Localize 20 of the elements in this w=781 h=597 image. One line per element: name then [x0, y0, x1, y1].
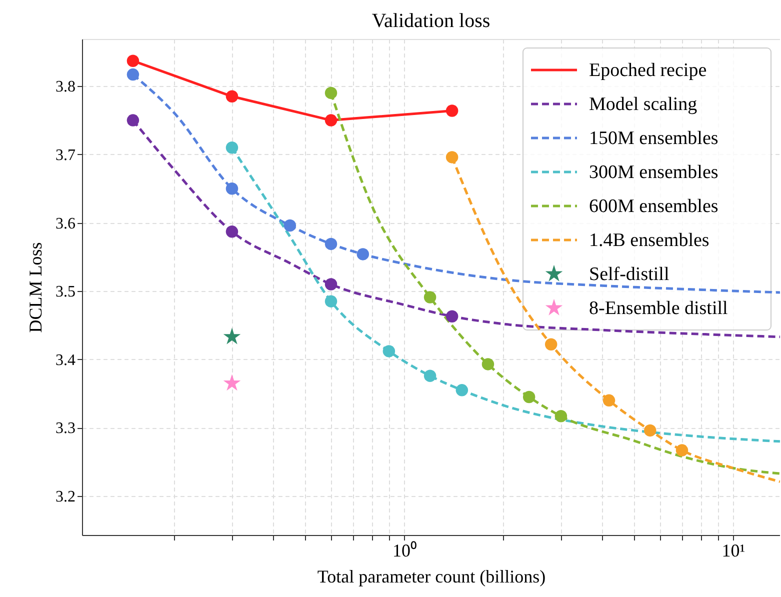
y-tick-label: 3.8: [56, 78, 76, 96]
x-tick-label: 10¹: [722, 540, 746, 560]
y-tick-label: 3.4: [56, 352, 76, 369]
legend-label: 600M ensembles: [589, 196, 718, 217]
y-axis-title: DCLM Loss: [26, 242, 46, 333]
legend-label: 150M ensembles: [589, 128, 718, 149]
x-axis-title: Total parameter count (billions): [317, 566, 546, 586]
legend-label: 1.4B ensembles: [589, 230, 710, 251]
x-tick-label: 10⁰: [392, 540, 416, 560]
legend-label: Model scaling: [589, 94, 698, 115]
legend-label: Epoched recipe: [589, 60, 707, 81]
legend-label: 8-Ensemble distill: [589, 298, 728, 319]
legend-label: Self-distill: [589, 264, 670, 285]
y-tick-label: 3.5: [56, 284, 76, 301]
legend-label: 300M ensembles: [589, 162, 718, 183]
y-tick-label: 3.3: [56, 420, 76, 438]
y-tick-label: 3.6: [56, 215, 76, 232]
y-tick-label: 3.2: [56, 488, 76, 506]
chart-title: Validation loss: [372, 10, 490, 32]
y-tick-label: 3.7: [56, 146, 76, 164]
